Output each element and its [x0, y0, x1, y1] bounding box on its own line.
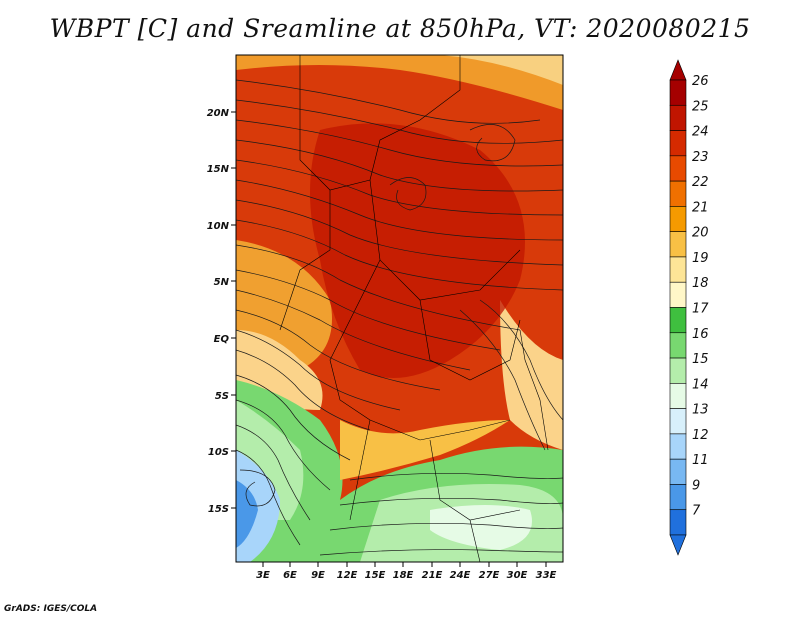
lon-tick-label: 3E: [256, 570, 270, 581]
lat-tick-label: 5S: [215, 391, 229, 402]
colorbar-level-label: 23: [692, 150, 709, 165]
colorbar-bottom-arrow: [669, 534, 687, 556]
colorbar-cell: [669, 509, 687, 536]
lat-tick-label: EQ: [214, 334, 230, 345]
colorbar-level-label: 7: [692, 504, 701, 519]
colorbar-level-label: 26: [692, 74, 709, 89]
colorbar-level-label: 13: [692, 403, 709, 418]
colorbar-cell: [669, 433, 687, 460]
lat-tick-label: 10N: [207, 221, 230, 232]
lon-tick-label: 24E: [450, 570, 471, 581]
lon-tick-label: 33E: [536, 570, 557, 581]
lon-tick-label: 12E: [337, 570, 358, 581]
colorbar-cell: [669, 307, 687, 334]
colorbar-cell: [669, 130, 687, 157]
colorbar-level-label: 11: [692, 453, 709, 468]
colorbar-cell: [669, 484, 687, 511]
lon-tick-label: 18E: [393, 570, 414, 581]
lat-axis: 20N 15N 10N 5N EQ 5S 10S 15S: [207, 108, 236, 515]
country-borders: [279, 55, 549, 562]
colorbar-cell: [669, 206, 687, 232]
colorbar-cell: [669, 458, 687, 485]
colorbar-level-label: 21: [692, 200, 709, 215]
lat-tick-label: 15S: [208, 504, 229, 515]
colorbar-cell: [669, 357, 687, 384]
lon-tick-label: 21E: [422, 570, 443, 581]
colorbar-cell: [669, 180, 687, 207]
colorbar-level-label: 25: [692, 99, 709, 114]
colorbar-cell: [669, 383, 687, 409]
colorbar-level-label: 16: [692, 327, 709, 342]
colorbar-level-label: 14: [692, 377, 709, 392]
colorbar-cell: [669, 332, 687, 359]
lat-tick-label: 20N: [207, 108, 230, 119]
lon-tick-label: 27E: [479, 570, 500, 581]
streamlines: [236, 79, 563, 556]
lon-tick-label: 6E: [283, 570, 297, 581]
lat-tick-label: 10S: [208, 447, 229, 458]
colorbar-level-label: 22: [692, 175, 709, 190]
credit-label: GrADS: IGES/COLA: [4, 604, 98, 614]
colorbar-level-label: 15: [692, 352, 709, 367]
colorbar-cell: [669, 408, 687, 435]
lon-tick-label: 15E: [365, 570, 386, 581]
colorbar-cell: [669, 155, 687, 182]
colorbar-cell: [669, 231, 687, 258]
colorbar-level-label: 19: [692, 251, 709, 266]
colorbar-cell: [669, 104, 687, 131]
colorbar-level-label: 20: [692, 226, 709, 241]
map-frame: [235, 54, 564, 563]
colorbar-level-label: 12: [692, 428, 709, 443]
lat-tick-label: 15N: [207, 164, 230, 175]
lon-axis: 3E 6E 9E 12E 15E 18E 21E 24E 27E 30E 33E: [256, 562, 557, 581]
lon-tick-label: 30E: [507, 570, 528, 581]
colorbar-level-label: 18: [692, 276, 709, 291]
lon-tick-label: 9E: [311, 570, 325, 581]
colorbar-level-label: 24: [692, 125, 709, 140]
colorbar-cell: [669, 256, 687, 283]
lat-tick-label: 5N: [214, 277, 230, 288]
colorbar-top-arrow: [669, 59, 687, 81]
colorbar-level-label: 9: [692, 478, 700, 493]
colorbar-cell: [669, 281, 687, 308]
colorbar: 26 25 24 23 22 21 20 19 18 17 16 15 14 13 12 11 9 7: [669, 59, 709, 556]
colorbar-cell: [669, 79, 687, 106]
wbpt-field: [236, 55, 563, 562]
colorbar-level-label: 17: [692, 302, 709, 317]
chart-title: WBPT [C] and Sreamline at 850hPa, VT: 20…: [49, 14, 751, 43]
